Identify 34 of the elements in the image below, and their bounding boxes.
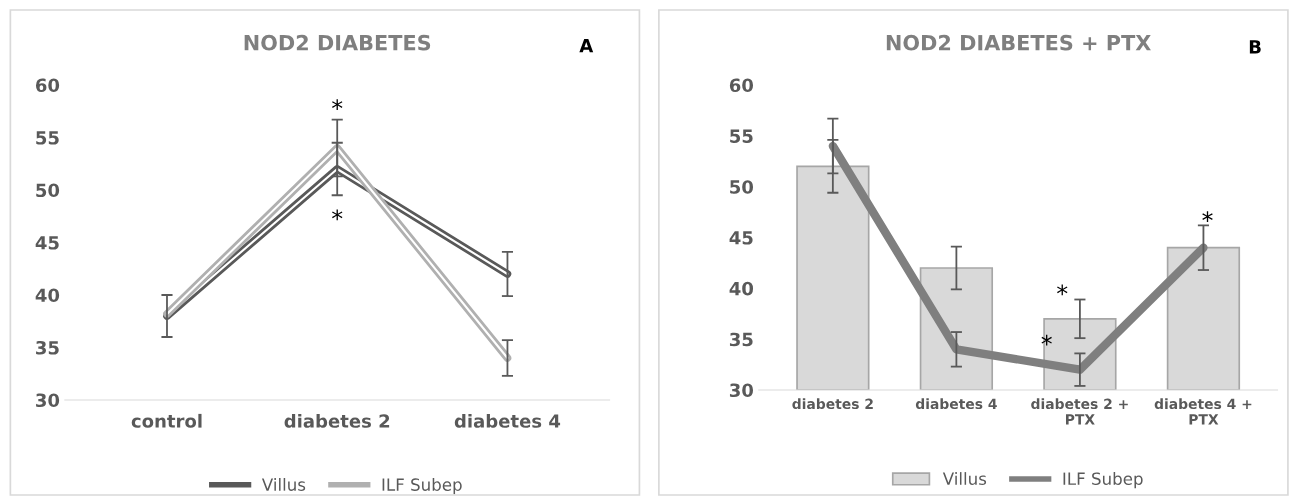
x-tick-label: diabetes 4 xyxy=(454,413,561,428)
legend-label: Villus xyxy=(261,478,306,491)
y-tick-label: 45 xyxy=(729,231,753,245)
annotation: * xyxy=(332,99,343,110)
y-tick-label: 40 xyxy=(729,281,754,296)
y-tick-label: 35 xyxy=(36,340,59,355)
text: A xyxy=(579,39,594,53)
y-tick-label: 30 xyxy=(729,383,754,398)
chart-title: NOD2 DIABETES xyxy=(244,34,431,51)
y-tick-label: 60 xyxy=(35,78,60,93)
x-tick-label: diabetes 4 + PTX xyxy=(1154,398,1252,425)
y-tick-label: 60 xyxy=(729,78,754,93)
text: B xyxy=(1249,40,1261,54)
x-tick-label: diabetes 2 xyxy=(792,398,873,410)
annotation: * xyxy=(1057,284,1068,296)
y-tick-label: 50 xyxy=(36,183,60,198)
y-tick-label: 45 xyxy=(35,236,59,250)
chart-title: NOD2 DIABETES + PTX xyxy=(886,34,1151,51)
annotation: * xyxy=(1041,334,1052,346)
y-tick-label: 55 xyxy=(36,131,59,145)
y-tick-label: 40 xyxy=(35,288,60,303)
y-tick-label: 30 xyxy=(36,393,60,408)
y-tick-label: 35 xyxy=(729,332,753,347)
x-tick-label: control xyxy=(131,413,202,428)
y-tick-label: 55 xyxy=(730,129,753,143)
y-tick-label: 50 xyxy=(730,180,754,194)
x-tick-label: diabetes 2 xyxy=(284,413,390,428)
legend-label: ILF Subep xyxy=(1063,472,1143,489)
legend-label: ILF Subep xyxy=(382,478,462,495)
x-tick-label: diabetes 4 xyxy=(915,398,997,410)
x-tick-label: diabetes 2 + PTX xyxy=(1031,398,1128,425)
legend-label: Villus xyxy=(942,472,987,485)
annotation: * xyxy=(1202,211,1213,223)
annotation: * xyxy=(332,209,343,221)
